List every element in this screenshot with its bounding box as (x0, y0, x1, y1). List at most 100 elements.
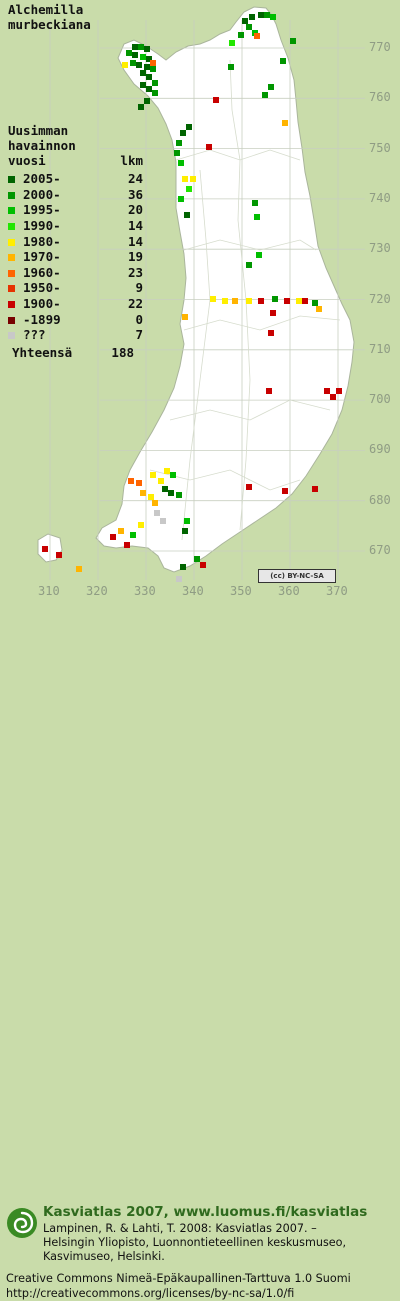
legend-count: 24 (127, 171, 143, 187)
observation-square (254, 33, 260, 39)
x-axis-label: 350 (230, 584, 252, 598)
observation-square (330, 394, 336, 400)
legend-swatch (8, 223, 15, 231)
legend-count: 14 (127, 233, 143, 249)
legend-period: ??? (23, 327, 46, 343)
observation-square (182, 528, 188, 534)
observation-square (130, 60, 136, 66)
cc-badge: (cc) BY-NC-SA (258, 569, 336, 583)
observation-square (144, 64, 150, 70)
observation-square (194, 556, 200, 562)
legend-period: 2000- (23, 186, 61, 202)
legend-count: 22 (127, 296, 143, 312)
observation-square (184, 518, 190, 524)
legend-swatch (8, 207, 15, 215)
region-border (169, 399, 331, 421)
legend-title-line-2: havainnon (8, 138, 76, 153)
observation-square (282, 488, 288, 494)
legend-swatch (8, 254, 15, 262)
observation-square (122, 62, 128, 68)
legend-period: 1900- (23, 296, 61, 312)
y-axis-label: 710 (369, 341, 391, 356)
observation-square (140, 54, 146, 60)
observation-square (136, 62, 142, 68)
observation-square (178, 160, 184, 166)
legend-swatch (8, 269, 15, 277)
species-epithet: murbeckiana (8, 17, 91, 32)
observation-square (268, 330, 274, 336)
y-axis-label: 740 (369, 190, 391, 205)
observation-square (246, 298, 252, 304)
observation-square (186, 186, 192, 192)
region-border (183, 315, 341, 331)
observation-square (176, 492, 182, 498)
legend-swatch (8, 238, 15, 246)
observation-square (76, 566, 82, 572)
observation-square (124, 542, 130, 548)
y-axis-label: 690 (369, 442, 391, 457)
legend-swatch (8, 301, 15, 309)
observation-square (146, 74, 152, 80)
observation-square (270, 310, 276, 316)
observation-square (282, 120, 288, 126)
legend-row: 1970- 19 (8, 249, 143, 265)
observation-square (164, 468, 170, 474)
legend-period: 1950- (23, 280, 61, 296)
observation-square (302, 298, 308, 304)
observation-square (242, 18, 248, 24)
observation-square (252, 200, 258, 206)
x-axis-label: 360 (278, 584, 300, 598)
observation-square (280, 58, 286, 64)
region-border (229, 59, 251, 531)
observation-square (150, 472, 156, 478)
legend-period: 1990- (23, 218, 61, 234)
observation-square (56, 552, 62, 558)
observation-square (296, 298, 302, 304)
observation-square (206, 144, 212, 150)
observation-square (140, 82, 146, 88)
region-borders (149, 59, 341, 541)
observation-square (126, 50, 132, 56)
observation-square (246, 262, 252, 268)
x-axis-label: 370 (326, 584, 348, 598)
legend-period: 1970- (23, 249, 61, 265)
observation-square (258, 12, 264, 18)
observation-square (200, 562, 206, 568)
observation-square (132, 52, 138, 58)
legend-count: 23 (127, 264, 143, 280)
legend-row: ??? 7 (8, 327, 143, 343)
observation-square (180, 564, 186, 570)
observation-square (160, 518, 166, 524)
distribution-map: Alchemilla murbeckiana Uusimman havainno… (0, 0, 400, 600)
legend-period: 1995- (23, 202, 61, 218)
legend-total-value: 188 (111, 344, 134, 360)
legend-period-header: vuosi (8, 153, 46, 168)
observation-square (138, 522, 144, 528)
legend-table: 2005- 24 2000- 36 1995- 20 1990- 14 1980- 14 1970-… (8, 171, 143, 343)
observation-square (176, 576, 182, 582)
legend-row: 1990- 14 (8, 218, 143, 234)
observation-square (238, 32, 244, 38)
observation-square (158, 478, 164, 484)
observation-square (154, 510, 160, 516)
citation-line-1: Lampinen, R. & Lahti, T. 2008: Kasviatla… (43, 1222, 317, 1235)
observation-square (266, 388, 272, 394)
observation-square (228, 64, 234, 70)
legend-total: Yhteensä 188 (12, 345, 134, 360)
observation-square (144, 98, 150, 104)
observation-square (118, 528, 124, 534)
observation-square (146, 56, 152, 62)
observation-square (146, 86, 152, 92)
region-border (149, 469, 301, 491)
observation-square (162, 486, 168, 492)
observation-square (182, 176, 188, 182)
observation-square (213, 97, 219, 103)
observation-square (190, 176, 196, 182)
license-line-2[interactable]: http://creativecommons.org/licenses/by-n… (6, 1287, 295, 1300)
y-axis-label: 730 (369, 241, 391, 256)
observation-square (138, 44, 144, 50)
observation-square (229, 40, 235, 46)
legend-count: 19 (127, 249, 143, 265)
observation-square (284, 298, 290, 304)
legend-swatch (8, 191, 15, 199)
